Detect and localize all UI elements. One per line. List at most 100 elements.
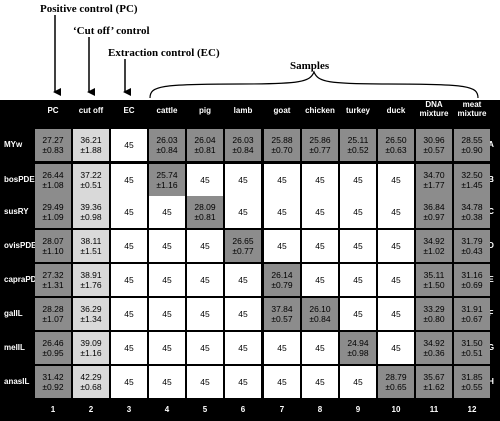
well-c8: 45: [302, 196, 338, 228]
well-value: 35.11: [423, 270, 445, 280]
well-f9: 45: [340, 298, 376, 330]
well-value: 45: [391, 175, 401, 185]
well-d3: 45: [111, 230, 147, 262]
plate-grid: PC 1 cut off 2 EC 3 cattle 4 pig 5 lamb 6 goat 7 chick…: [0, 100, 500, 421]
well-e12: 31.16 ±0.69: [454, 264, 490, 296]
samples-annotation: Samples: [290, 60, 330, 72]
well-error: ±0.51: [80, 180, 102, 190]
well-f5: 45: [187, 298, 223, 330]
well-value: 45: [391, 309, 401, 319]
well-value: 45: [353, 241, 363, 251]
well-error: ±0.52: [347, 145, 369, 155]
well-c12: 34.78 ±0.38: [454, 196, 490, 228]
well-b1: 26.44 ±1.08: [35, 164, 71, 196]
well-a8: 25.86 ±0.77: [302, 129, 338, 161]
well-value: 45: [238, 207, 248, 217]
row-label-a: MYw: [4, 140, 23, 149]
well-value: 45: [315, 241, 325, 251]
well-e3: 45: [111, 264, 147, 296]
well-error: ±1.31: [42, 280, 64, 290]
well-g9: 24.94 ±0.98: [340, 332, 376, 364]
well-value: 45: [124, 343, 134, 353]
column-number-3: 3: [126, 405, 132, 414]
well-value: 37.84: [271, 304, 293, 314]
well-value: 36.21: [80, 135, 102, 145]
well-b6: 45: [225, 164, 261, 196]
well-value: 39.09: [80, 338, 102, 348]
well-value: 39.36: [80, 202, 102, 212]
row-letter-b: B: [488, 175, 494, 184]
well-value: 38.11: [80, 236, 102, 246]
well-value: 45: [200, 275, 210, 285]
row-letter-g: G: [487, 343, 495, 352]
column-number-9: 9: [355, 405, 361, 414]
samples-brace-icon: [149, 70, 479, 99]
well-a11: 30.96 ±0.57: [416, 129, 452, 161]
well-value: 45: [200, 377, 210, 387]
column-header-2: cut off: [78, 106, 104, 115]
well-error: ±0.65: [385, 382, 407, 392]
well-value: 45: [315, 207, 325, 217]
column-number-6: 6: [240, 405, 246, 414]
column-number-5: 5: [202, 405, 208, 414]
well-error: ±0.51: [461, 348, 483, 358]
well-value: 45: [238, 377, 248, 387]
well-f3: 45: [111, 298, 147, 330]
well-error: ±1.88: [80, 145, 102, 155]
well-error: ±0.55: [461, 382, 483, 392]
well-error: ±0.79: [271, 280, 293, 290]
well-h11: 35.67 ±1.62: [416, 366, 452, 398]
row-label-e: capraPDE: [4, 275, 42, 284]
well-error: ±1.51: [80, 246, 102, 256]
row-letter-e: E: [488, 275, 494, 284]
well-value: 45: [124, 175, 134, 185]
well-value: 45: [277, 343, 287, 353]
annotation-arrows: [53, 15, 479, 99]
well-f6: 45: [225, 298, 261, 330]
well-error: ±1.34: [80, 314, 102, 324]
well-b11: 34.70 ±1.77: [416, 164, 452, 196]
well-error: ±0.95: [42, 348, 64, 358]
well-a3: 45: [111, 129, 147, 161]
well-g12: 31.50 ±0.51: [454, 332, 490, 364]
column-number-1: 1: [50, 405, 56, 414]
well-e10: 45: [378, 264, 414, 296]
well-value: 27.32: [42, 270, 64, 280]
well-error: ±0.98: [347, 348, 369, 358]
well-value: 34.92: [423, 236, 445, 246]
well-b5: 45: [187, 164, 223, 196]
well-f11: 33.29 ±0.80: [416, 298, 452, 330]
well-error: ±0.92: [42, 382, 64, 392]
well-value: 26.44: [42, 170, 64, 180]
well-value: 31.50: [461, 338, 483, 348]
well-g2: 39.09 ±1.16: [73, 332, 109, 364]
well-error: ±1.77: [423, 180, 445, 190]
well-value: 28.07: [42, 236, 64, 246]
well-d10: 45: [378, 230, 414, 262]
well-c10: 45: [378, 196, 414, 228]
well-error: ±0.36: [423, 348, 445, 358]
well-g6: 45: [225, 332, 261, 364]
well-b9: 45: [340, 164, 376, 196]
well-h7: 45: [264, 366, 300, 398]
well-h10: 28.79 ±0.65: [378, 366, 414, 398]
well-value: 36.84: [423, 202, 445, 212]
well-error: ±0.67: [461, 314, 483, 324]
well-value: 25.86: [309, 135, 331, 145]
well-error: ±1.07: [42, 314, 64, 324]
well-error: ±0.43: [461, 246, 483, 256]
well-c9: 45: [340, 196, 376, 228]
well-value: 30.96: [423, 135, 445, 145]
well-e1: 27.32 ±1.31: [35, 264, 71, 296]
well-error: ±0.38: [461, 212, 483, 222]
well-value: 45: [200, 309, 210, 319]
well-value: 45: [162, 241, 172, 251]
well-value: 45: [162, 207, 172, 217]
well-value: 45: [277, 207, 287, 217]
well-value: 45: [391, 241, 401, 251]
well-value: 28.09: [194, 202, 216, 212]
well-value: 45: [200, 343, 210, 353]
well-a5: 26.04 ±0.81: [187, 129, 223, 161]
column-header-7: goat: [273, 106, 291, 115]
well-b4: 25.74 ±1.16: [149, 164, 185, 196]
